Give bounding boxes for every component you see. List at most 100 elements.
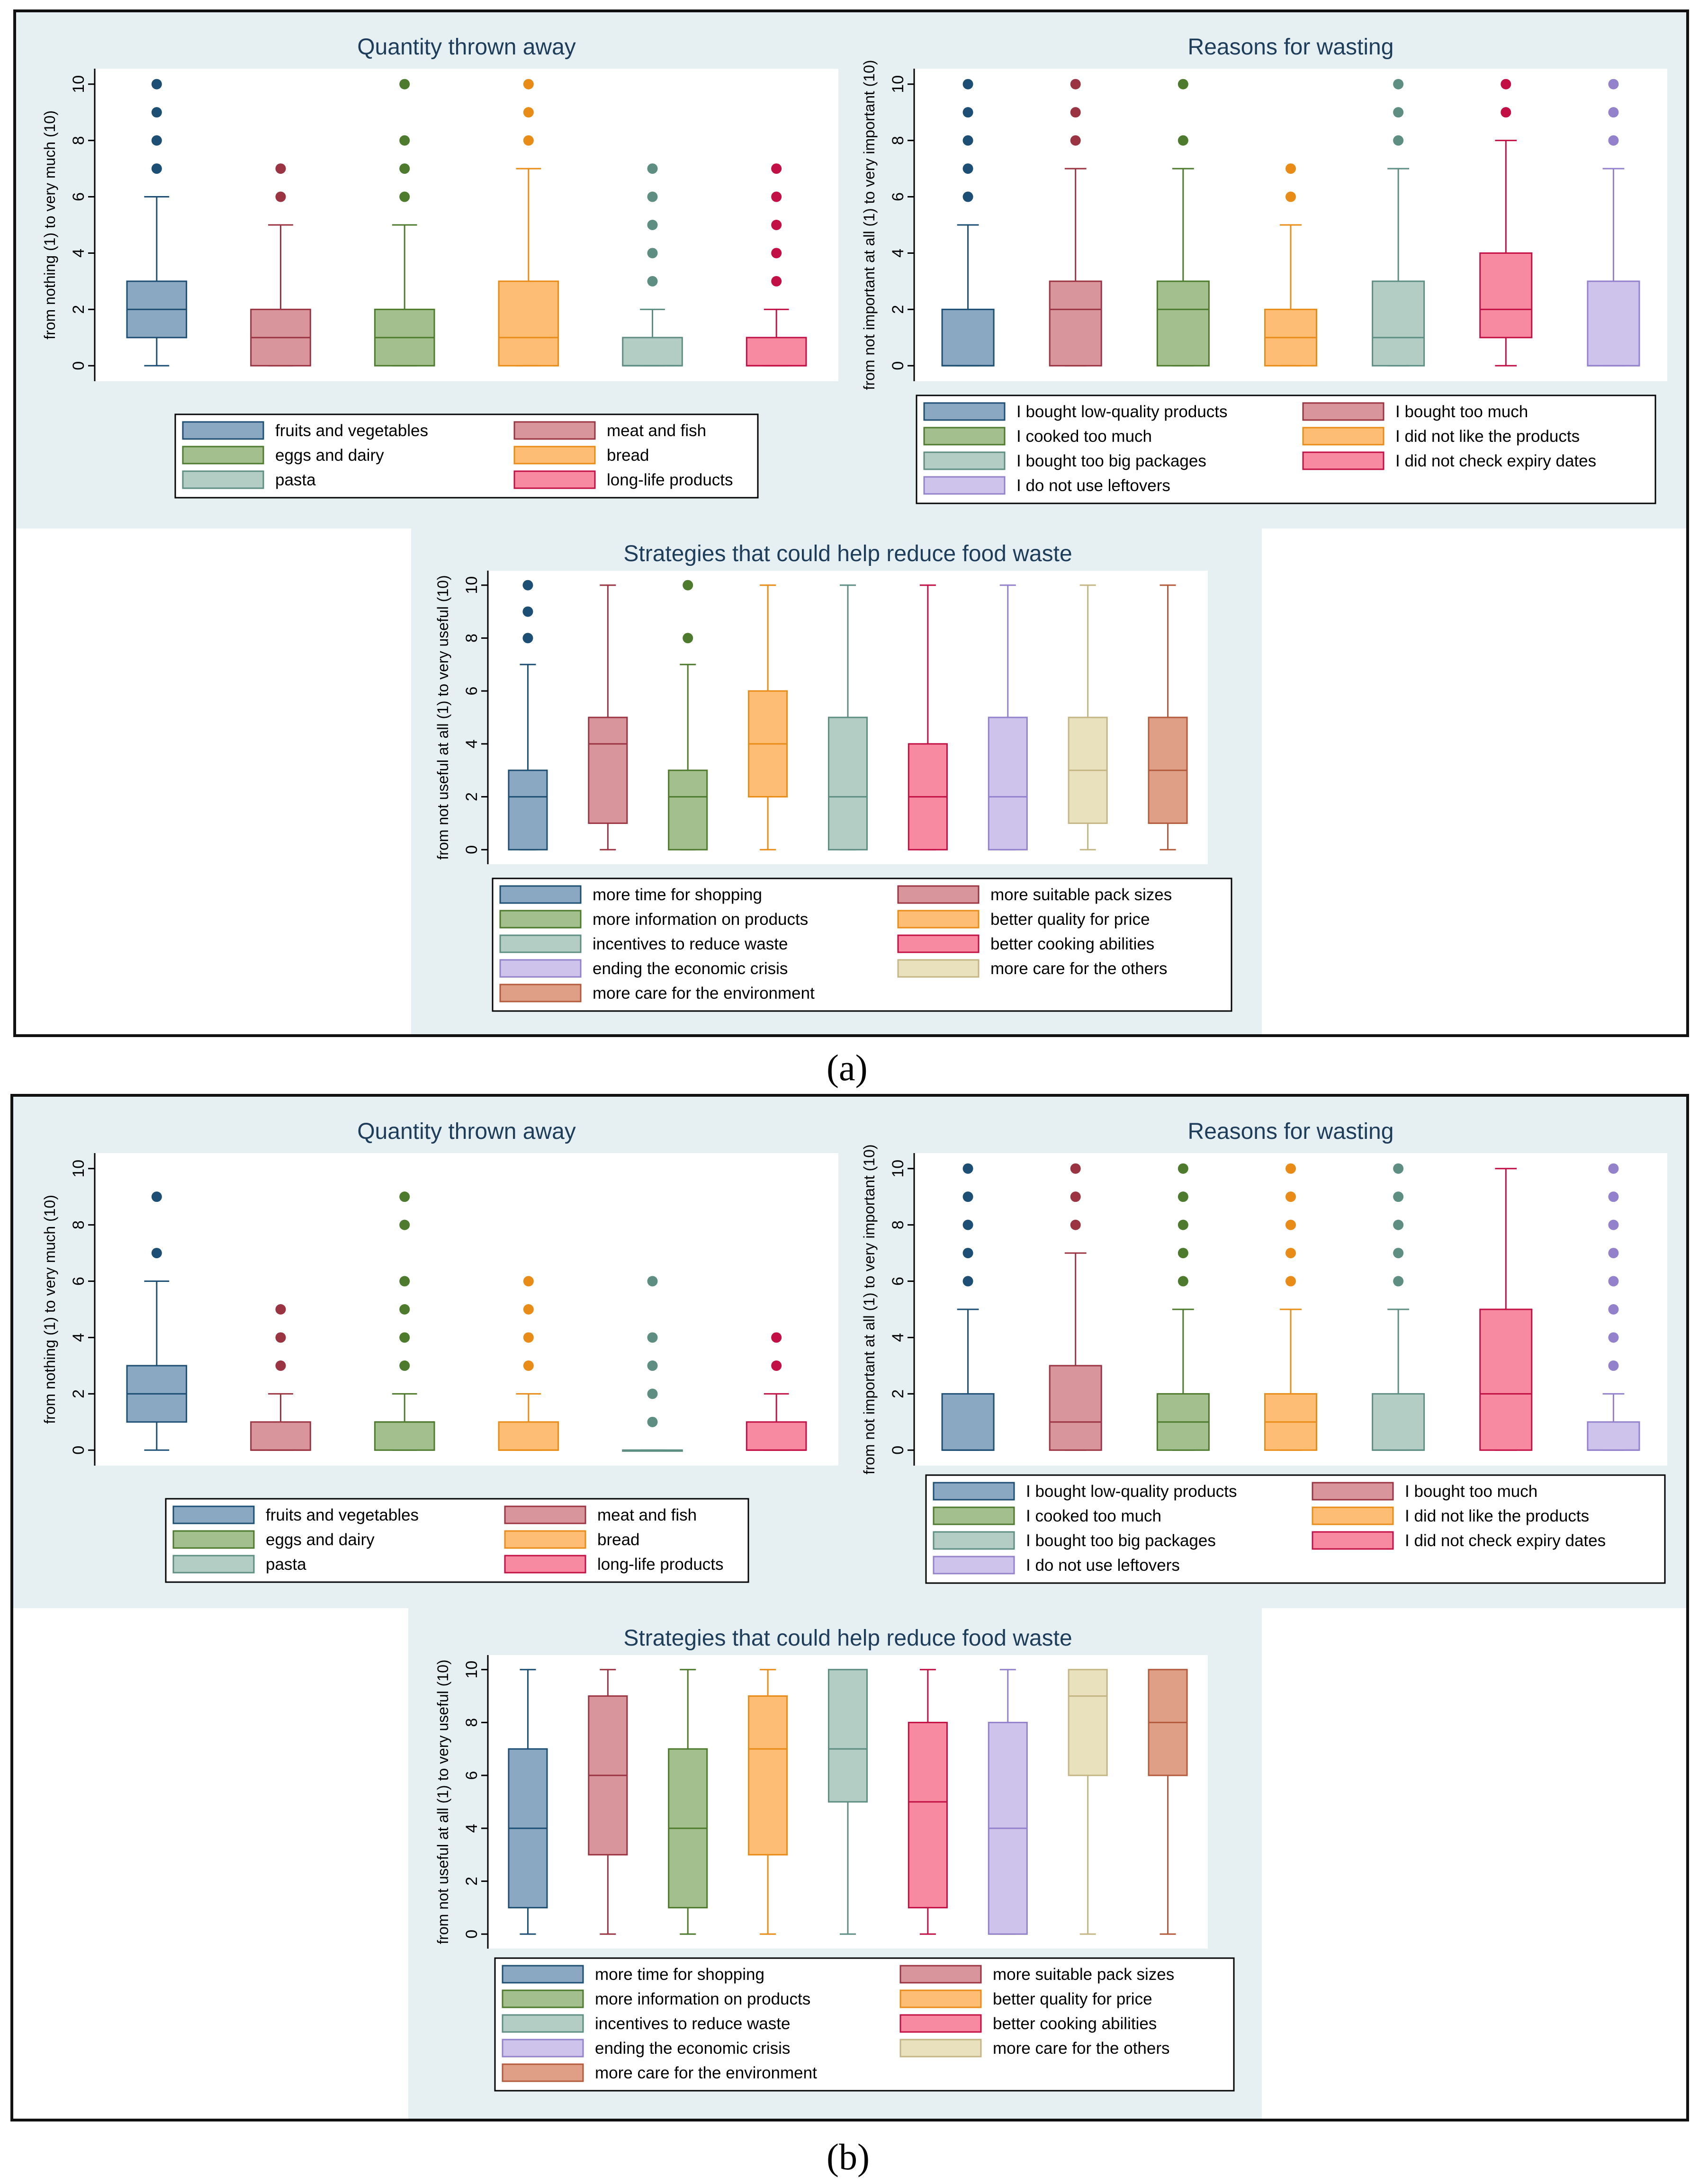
outlier-point — [771, 276, 782, 286]
outlier-point — [522, 606, 533, 617]
outlier-point — [1501, 79, 1511, 90]
legend-label: more information on products — [593, 910, 808, 929]
box — [746, 1421, 807, 1451]
outlier-point — [1285, 1219, 1296, 1230]
outlier-point — [962, 1248, 973, 1259]
outlier-point — [1070, 107, 1081, 118]
box — [908, 1721, 948, 1908]
y-tick-label: 2 — [70, 1389, 88, 1398]
outlier-point — [647, 220, 658, 230]
outlier-point — [683, 580, 693, 591]
legend-label: I bought too big packages — [1016, 452, 1206, 470]
outlier-point — [1608, 1219, 1619, 1230]
outlier-point — [1393, 1163, 1404, 1174]
outlier-point — [151, 1248, 162, 1259]
legend-label: eggs and dairy — [275, 446, 384, 465]
outlier-point — [523, 1332, 534, 1343]
legend-label: more care for the environment — [595, 2064, 817, 2082]
outlier-point — [151, 135, 162, 146]
legend-label: I bought too much — [1405, 1482, 1537, 1501]
outlier-point — [1285, 191, 1296, 202]
legend-swatch — [172, 1530, 255, 1549]
legend-label: incentives to reduce waste — [593, 935, 788, 953]
outlier-point — [523, 107, 534, 118]
y-tick-label: 8 — [889, 136, 907, 145]
legend-box — [916, 394, 1656, 504]
outlier-point — [962, 79, 973, 90]
outlier-point — [771, 1360, 782, 1371]
outlier-point — [1608, 1276, 1619, 1287]
box — [588, 716, 628, 824]
outlier-point — [647, 1388, 658, 1399]
outlier-point — [399, 1191, 410, 1202]
legend-label: more suitable pack sizes — [993, 1965, 1174, 1984]
outlier-point — [1393, 1276, 1404, 1287]
y-tick-label: 6 — [70, 192, 88, 201]
y-tick-label: 0 — [70, 361, 88, 370]
outlier-point — [275, 1360, 286, 1371]
legend-swatch — [899, 2014, 982, 2033]
y-tick-label: 10 — [463, 1661, 481, 1679]
box — [827, 716, 868, 850]
outlier-point — [399, 1332, 410, 1343]
y-axis-label: from nothing (1) to very much (10) — [41, 110, 58, 340]
legend-swatch — [933, 1506, 1015, 1525]
box — [508, 770, 548, 850]
box — [498, 280, 559, 367]
outlier-point — [399, 1276, 410, 1287]
legend-swatch — [499, 984, 582, 1002]
outlier-point — [523, 1304, 534, 1315]
y-tick-label: 2 — [70, 305, 88, 314]
outlier-point — [647, 191, 658, 202]
legend-label: I do not use leftovers — [1016, 476, 1170, 495]
chart-b-quantity: Quantity thrown away 0 2 4 6 8 10 from nothing … — [41, 1119, 838, 1583]
box — [1372, 1393, 1425, 1451]
outlier-point — [1501, 107, 1511, 118]
outlier-point — [523, 1360, 534, 1371]
y-tick-label: 10 — [70, 75, 88, 93]
outlier-point — [771, 220, 782, 230]
y-tick-label: 4 — [70, 249, 88, 258]
box — [1049, 280, 1102, 367]
y-axis-label: from nothing (1) to very much (10) — [41, 1195, 58, 1424]
outlier-point — [399, 191, 410, 202]
legend-label: more time for shopping — [595, 1965, 764, 1984]
outlier-point — [399, 135, 410, 146]
legend-swatch — [897, 885, 980, 904]
outlier-point — [151, 107, 162, 118]
y-tick-label: 0 — [889, 361, 907, 370]
legend-swatch — [504, 1505, 586, 1524]
chart-title: Strategies that could help reduce food w… — [623, 1626, 1072, 1651]
outlier-point — [962, 135, 973, 146]
legend-swatch — [1302, 451, 1384, 470]
legend-box — [174, 413, 759, 499]
outlier-point — [962, 1163, 973, 1174]
legend-label: meat and fish — [597, 1506, 697, 1524]
legend-label: I cooked too much — [1016, 427, 1152, 446]
box — [827, 1669, 868, 1803]
y-tick-label: 6 — [70, 1277, 88, 1286]
legend-label: better quality for price — [993, 1990, 1152, 2008]
outlier-point — [1178, 1248, 1188, 1259]
y-tick-label: 8 — [889, 1220, 907, 1229]
outlier-point — [1178, 1191, 1188, 1202]
legend-swatch — [897, 959, 980, 978]
outlier-point — [647, 1332, 658, 1343]
y-tick-label: 0 — [889, 1446, 907, 1455]
box — [1479, 252, 1533, 339]
y-tick-label: 0 — [463, 1930, 481, 1939]
box — [748, 1695, 788, 1856]
legend-swatch — [499, 885, 582, 904]
outlier-point — [1608, 79, 1619, 90]
box — [250, 1421, 311, 1451]
outlier-point — [1178, 79, 1188, 90]
outlier-point — [523, 79, 534, 90]
y-axis-label: from not important at all (1) to very im… — [861, 60, 878, 390]
y-tick-label: 6 — [463, 1771, 481, 1780]
box — [622, 337, 683, 367]
legend-label: better quality for price — [990, 910, 1150, 929]
legend-label: more time for shopping — [593, 886, 762, 904]
outlier-point — [647, 248, 658, 259]
legend-label: I did not like the products — [1395, 427, 1580, 446]
outlier-point — [1393, 1191, 1404, 1202]
